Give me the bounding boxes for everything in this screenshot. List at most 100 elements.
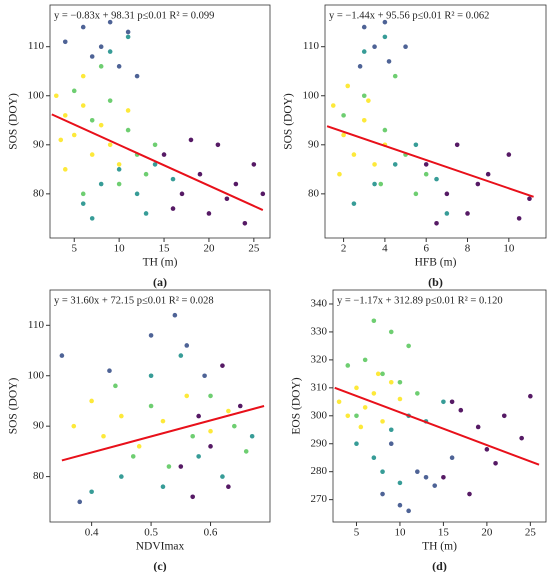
x-tick-label: 6 <box>423 243 429 255</box>
y-tick-label: 290 <box>311 437 328 449</box>
point <box>413 191 419 197</box>
point <box>361 49 367 54</box>
point <box>107 49 113 54</box>
point <box>506 152 512 157</box>
point <box>357 64 363 69</box>
point <box>220 474 225 479</box>
point <box>516 216 522 221</box>
point <box>354 385 359 391</box>
x-tick-label: 25 <box>248 243 260 255</box>
point <box>190 494 196 500</box>
point <box>386 59 392 64</box>
y-axis-label: EOS (DOY) <box>291 377 303 434</box>
plot-frame <box>332 289 547 523</box>
point <box>80 73 86 79</box>
point <box>345 83 351 89</box>
point <box>119 413 124 419</box>
point <box>89 489 94 495</box>
plot-frame <box>324 4 547 239</box>
point <box>501 413 507 419</box>
point <box>242 220 248 226</box>
point <box>444 211 450 216</box>
point <box>152 162 158 167</box>
y-tick-label: 310 <box>311 381 328 393</box>
point <box>449 399 455 405</box>
point <box>77 499 83 505</box>
x-tick-label: 20 <box>203 243 215 255</box>
point <box>475 424 481 430</box>
point <box>380 371 385 377</box>
point <box>134 191 140 197</box>
point <box>143 171 149 177</box>
point <box>178 353 184 358</box>
point <box>403 44 408 49</box>
point <box>89 152 95 157</box>
y-tick-label: 100 <box>28 89 45 101</box>
point <box>172 312 178 318</box>
point <box>116 162 122 167</box>
point <box>101 433 106 439</box>
point <box>336 399 342 405</box>
point <box>371 318 377 324</box>
x-tick-label: 20 <box>481 527 493 539</box>
panel-label: (c) <box>153 559 166 572</box>
point <box>125 29 131 35</box>
point <box>80 201 86 206</box>
point <box>89 216 95 221</box>
point <box>388 379 394 385</box>
point <box>71 423 77 429</box>
point <box>345 363 351 368</box>
y-tick-label: 340 <box>311 298 328 310</box>
point <box>397 396 403 402</box>
point <box>243 449 249 454</box>
point <box>454 142 460 148</box>
x-tick-label: 8 <box>465 243 471 255</box>
point <box>107 19 113 25</box>
point <box>345 413 351 419</box>
y-tick-label: 80 <box>308 187 320 199</box>
point <box>413 142 419 148</box>
point <box>119 474 124 479</box>
annotation: y = −1.44x + 95.56 p≤0.01 R² = 0.062 <box>329 10 489 21</box>
point <box>380 469 385 474</box>
point <box>375 371 381 377</box>
y-tick-label: 100 <box>28 369 45 381</box>
point <box>224 196 230 202</box>
point <box>62 39 68 45</box>
x-tick-label: 4 <box>382 243 388 255</box>
x-tick-label: 15 <box>159 243 171 255</box>
point <box>116 64 122 69</box>
point <box>423 162 429 167</box>
point <box>130 454 136 459</box>
point <box>113 383 118 389</box>
point <box>382 34 388 40</box>
point <box>337 171 342 177</box>
point <box>170 176 176 182</box>
point <box>125 108 131 113</box>
point <box>178 464 184 469</box>
point <box>362 405 368 410</box>
point <box>441 399 446 405</box>
point <box>190 433 196 439</box>
x-tick-label: 0.5 <box>144 527 158 539</box>
panel-label: (d) <box>432 559 447 572</box>
x-tick-label: 10 <box>394 527 406 539</box>
point <box>62 113 68 118</box>
point <box>188 137 194 143</box>
point <box>232 423 237 429</box>
point <box>372 162 377 167</box>
point <box>116 167 122 172</box>
point <box>226 408 231 414</box>
point <box>372 44 377 49</box>
x-tick-label: 10 <box>114 243 126 255</box>
point <box>354 441 359 447</box>
point <box>226 484 231 489</box>
point <box>397 480 403 486</box>
point <box>116 181 122 187</box>
point <box>485 171 491 177</box>
point <box>208 393 213 399</box>
point <box>161 152 167 157</box>
point <box>415 469 420 474</box>
x-axis-label: TH (m) <box>143 257 178 269</box>
